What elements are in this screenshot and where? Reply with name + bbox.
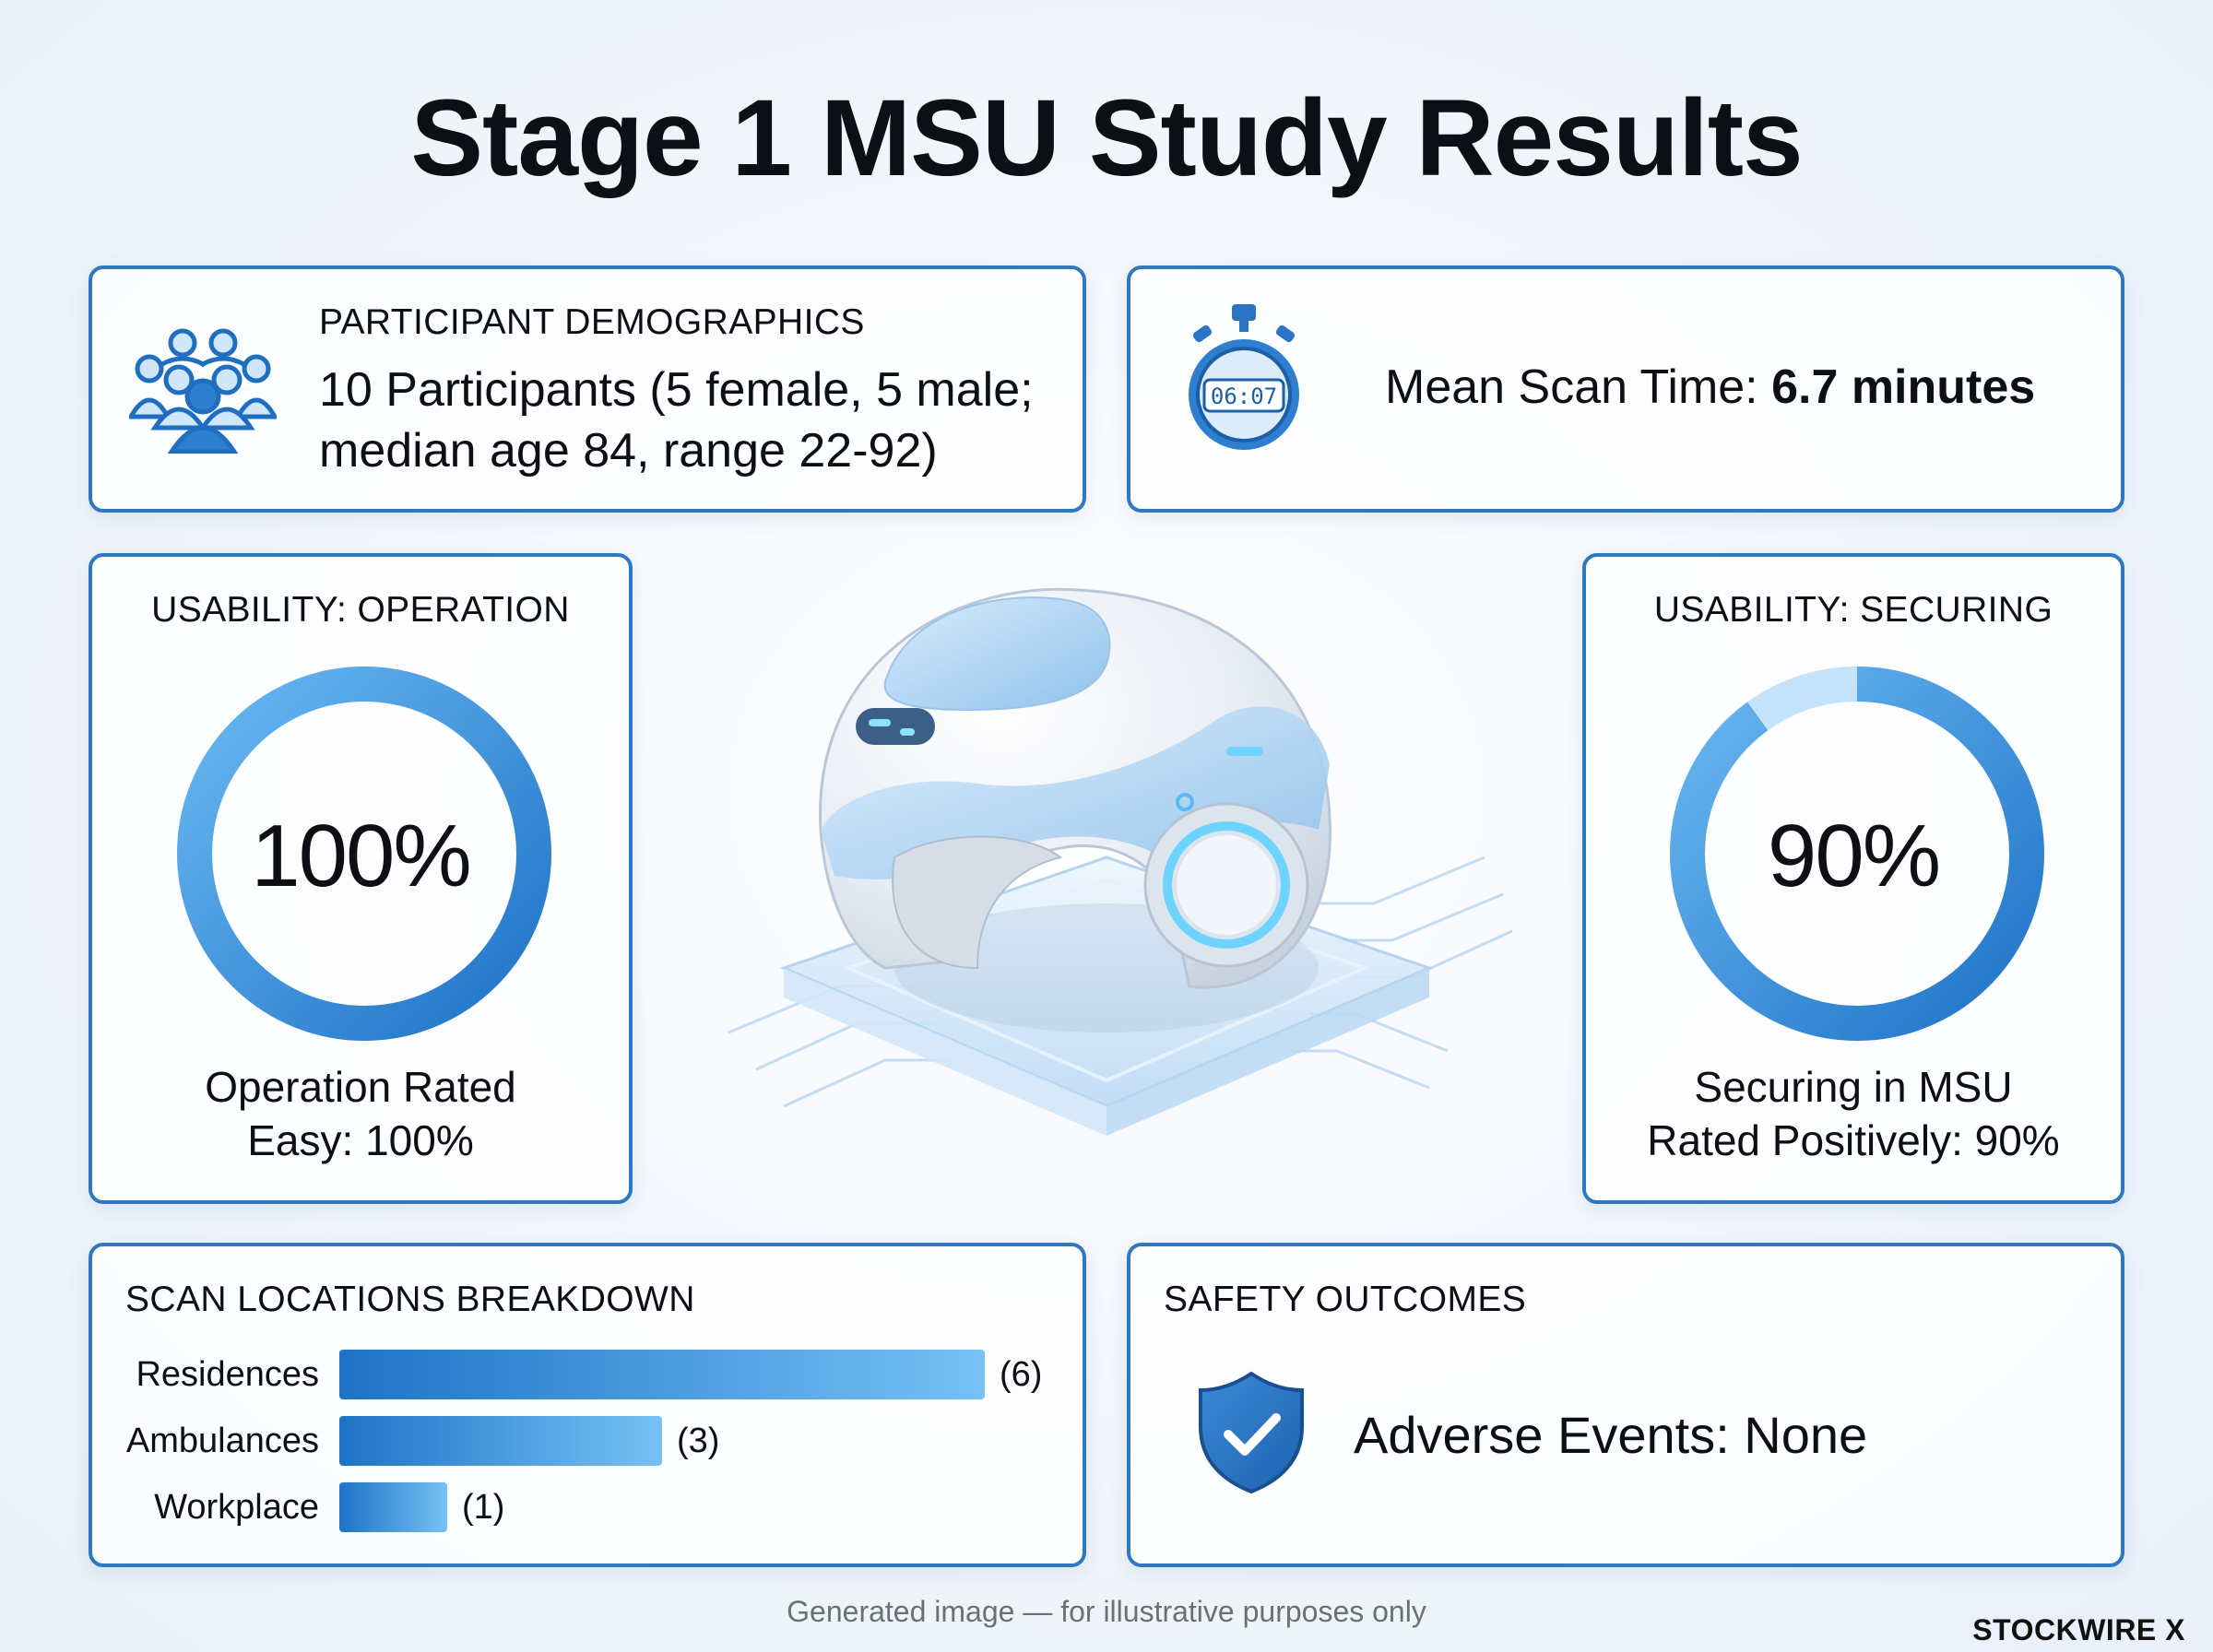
bar-workplace — [339, 1482, 447, 1532]
demographics-heading: PARTICIPANT DEMOGRAPHICS — [319, 302, 865, 342]
scan-locations-heading: SCAN LOCATIONS BREAKDOWN — [125, 1280, 695, 1319]
adverse-events-text: Adverse Events: None — [1354, 1406, 1868, 1464]
bar-residences — [339, 1350, 985, 1399]
demographics-text: 10 Participants (5 female, 5 male; media… — [319, 360, 1066, 481]
operation-percent: 100% — [251, 807, 472, 905]
stopwatch-display: 06:07 — [1211, 384, 1277, 409]
scan-time-text: Mean Scan Time: 6.7 minutes — [1385, 360, 2035, 415]
securing-heading: USABILITY: SECURING — [1653, 590, 2053, 630]
operation-caption-line-2: Easy: 100% — [247, 1116, 474, 1164]
helmet-scanner-illustration — [728, 587, 1513, 1136]
bar-count: (6) — [1000, 1355, 1043, 1394]
operation-caption: Operation Rated Easy: 100% — [92, 1060, 629, 1167]
securing-donut-chart — [1670, 667, 2044, 1041]
scan-time-label: Mean Scan Time: — [1385, 360, 1772, 414]
disclaimer-text: Generated image — for illustrative purpo… — [787, 1595, 1426, 1628]
watermark-logo: STOCKWIRE X — [1972, 1613, 2185, 1646]
bar-ambulances — [339, 1416, 662, 1466]
bar-count: (1) — [462, 1488, 505, 1527]
demographics-line-1: 10 Participants (5 female, 5 male; — [319, 363, 1034, 417]
securing-caption-line-2: Rated Positively: 90% — [1647, 1116, 2060, 1164]
people-group-icon — [129, 328, 277, 454]
operation-caption-line-1: Operation Rated — [205, 1063, 516, 1111]
stopwatch-icon: 06:07 — [1189, 304, 1299, 450]
safety-outcomes-card: SAFETY OUTCOMES Adverse Events: None — [1127, 1243, 2124, 1567]
securing-donut-arc — [1670, 667, 2044, 1041]
demographics-card: PARTICIPANT DEMOGRAPHICS 10 Participants… — [89, 266, 1086, 513]
securing-caption-line-1: Securing in MSU — [1694, 1063, 2013, 1111]
bar-label: Residences — [136, 1355, 319, 1394]
scan-locations-card: SCAN LOCATIONS BREAKDOWN Residences (6) … — [89, 1243, 1086, 1567]
operation-donut-arc — [177, 667, 551, 1041]
scan-time-value: 6.7 minutes — [1771, 360, 2036, 414]
bar-label: Ambulances — [125, 1422, 319, 1460]
shield-check-icon — [1199, 1371, 1304, 1494]
page-title: Stage 1 MSU Study Results — [410, 77, 1803, 199]
usability-operation-card: USABILITY: OPERATION 100% Operation Rate… — [89, 553, 633, 1204]
operation-heading: USABILITY: OPERATION — [151, 590, 570, 630]
securing-caption: Securing in MSU Rated Positively: 90% — [1586, 1060, 2121, 1167]
operation-donut-chart — [177, 667, 551, 1041]
usability-securing-card: USABILITY: SECURING 90% Securing in MSU … — [1582, 553, 2124, 1204]
bar-row-residences: Residences (6) — [92, 1350, 1083, 1401]
securing-percent: 90% — [1767, 807, 1941, 905]
demographics-line-2: median age 84, range 22-92) — [319, 424, 938, 478]
bar-count: (3) — [677, 1422, 720, 1460]
bar-row-ambulances: Ambulances (3) — [92, 1416, 1083, 1468]
safety-heading: SAFETY OUTCOMES — [1164, 1280, 1527, 1319]
bar-row-workplace: Workplace (1) — [92, 1482, 1083, 1534]
bar-label: Workplace — [154, 1488, 319, 1527]
scan-time-card: 06:07 Mean Scan Time: 6.7 minutes — [1127, 266, 2124, 513]
